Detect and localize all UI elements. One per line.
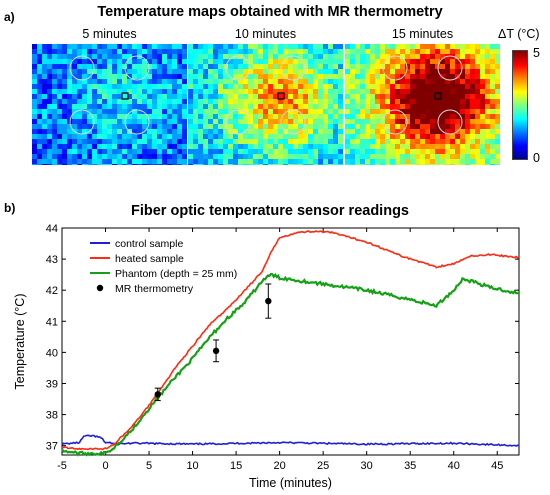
legend-label: heated sample	[115, 253, 184, 265]
plot-area-frame	[61, 227, 520, 456]
panel-b-label: b)	[4, 201, 16, 215]
x-tick-label: 40	[448, 460, 460, 472]
map-label-10-minutes: 10 minutes	[234, 27, 297, 41]
colorbar	[512, 50, 528, 160]
panel-a-label: a)	[4, 10, 15, 24]
x-tick-label: 10	[186, 460, 198, 472]
legend-swatch-marker	[96, 284, 104, 292]
chart-title: Fiber optic temperature sensor readings	[131, 203, 409, 219]
x-tick-label: 30	[361, 460, 373, 472]
x-tick-label: 0	[102, 460, 108, 472]
x-tick-label: 5	[146, 460, 152, 472]
x-tick-label: -5	[57, 460, 67, 472]
y-tick-label: 39	[46, 378, 58, 390]
panel-a-title: Temperature maps obtained with MR thermo…	[97, 4, 443, 20]
map-label-15-minutes: 15 minutes	[391, 27, 454, 41]
legend-label: Phantom (depth = 25 mm)	[115, 268, 237, 280]
mr-thermometry-point	[265, 297, 272, 305]
y-tick-label: 40	[46, 347, 58, 359]
x-tick-label: 25	[317, 460, 329, 472]
y-tick-label: 37	[46, 441, 58, 453]
x-axis-label: Time (minutes)	[249, 476, 332, 490]
map-label-5-minutes: 5 minutes	[82, 27, 137, 41]
x-tick-label: 15	[230, 460, 242, 472]
x-tick-label: 45	[491, 460, 503, 472]
y-tick-label: 41	[46, 316, 58, 328]
colorbar-title: ΔT (°C)	[498, 27, 540, 41]
y-tick-label: 44	[46, 223, 58, 235]
temperature-map-10-minutes	[188, 44, 343, 165]
y-tick-label: 38	[46, 410, 58, 422]
legend-label: control sample	[115, 238, 183, 250]
temperature-map-15-minutes	[345, 44, 500, 165]
y-tick-label: 42	[46, 285, 58, 297]
mr-thermometry-point	[154, 391, 161, 398]
legend-label: MR thermometry	[115, 283, 194, 295]
x-tick-label: 35	[404, 460, 416, 472]
colorbar-min-label: 0	[533, 151, 540, 165]
series-line-heated-sample	[61, 230, 520, 451]
x-tick-label: 20	[273, 460, 285, 472]
mr-thermometry-point	[212, 347, 220, 355]
y-axis-label: Temperature (°C)	[13, 294, 27, 390]
temperature-map-5-minutes	[32, 44, 187, 165]
series-line-control-sample	[61, 434, 520, 447]
colorbar-max-label: 5	[533, 46, 540, 60]
series-line-phantom-depth-25-mm-	[61, 272, 520, 457]
y-tick-label: 43	[46, 254, 58, 266]
